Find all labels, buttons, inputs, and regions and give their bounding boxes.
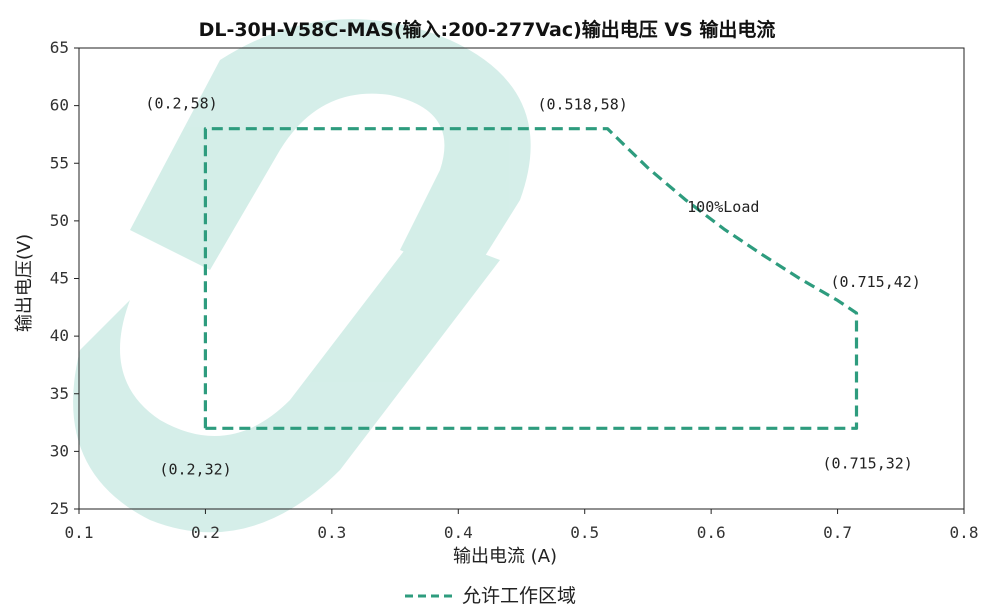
watermark-shape-bottom (73, 230, 501, 533)
point-annotation: (0.2,32) (159, 460, 231, 478)
x-axis-label: 输出电流 (A) (453, 546, 557, 567)
y-tick-label: 30 (50, 441, 69, 460)
x-tick-label: 0.6 (697, 523, 726, 542)
legend-label: 允许工作区域 (462, 585, 576, 607)
legend: 允许工作区域 (405, 585, 576, 607)
y-tick-label: 55 (50, 153, 69, 172)
y-axis-label: 输出电压(V) (14, 234, 35, 332)
chart-title: DL-30H-V58C-MAS(输入:200-277Vac)输出电压 VS 输出… (199, 18, 776, 41)
y-tick-label: 60 (50, 96, 69, 115)
x-axis-ticks: 0.1 0.2 0.3 0.4 0.5 0.6 0.7 0.8 (65, 509, 979, 542)
x-tick-label: 0.7 (823, 523, 852, 542)
point-annotation: (0.518,58) (537, 96, 627, 114)
x-tick-label: 0.4 (444, 523, 473, 542)
y-tick-label: 35 (50, 384, 69, 403)
x-tick-label: 0.2 (191, 523, 220, 542)
y-tick-label: 65 (50, 38, 69, 57)
y-tick-label: 45 (50, 269, 69, 288)
x-tick-label: 0.8 (950, 523, 979, 542)
watermark-shape-top (130, 19, 531, 281)
series-line-operating-area (203, 127, 859, 430)
x-tick-label: 0.3 (317, 523, 346, 542)
point-annotation: 100%Load (687, 198, 759, 216)
x-tick-label: 0.5 (570, 523, 599, 542)
point-annotation: (0.715,42) (831, 273, 921, 291)
annotation-layer: (0.2,58) (0.518,58) 100%Load (0.715,42) (0.2… (145, 95, 920, 479)
watermark-logo (73, 19, 531, 533)
point-annotation: (0.715,32) (823, 454, 913, 472)
y-tick-label: 40 (50, 326, 69, 345)
x-tick-label: 0.1 (65, 523, 94, 542)
y-tick-label: 25 (50, 499, 69, 518)
y-tick-label: 50 (50, 211, 69, 230)
point-annotation: (0.2,58) (145, 95, 217, 113)
y-axis-ticks: 25 30 35 40 45 50 55 60 65 (50, 38, 79, 518)
series-layer (203, 127, 859, 430)
